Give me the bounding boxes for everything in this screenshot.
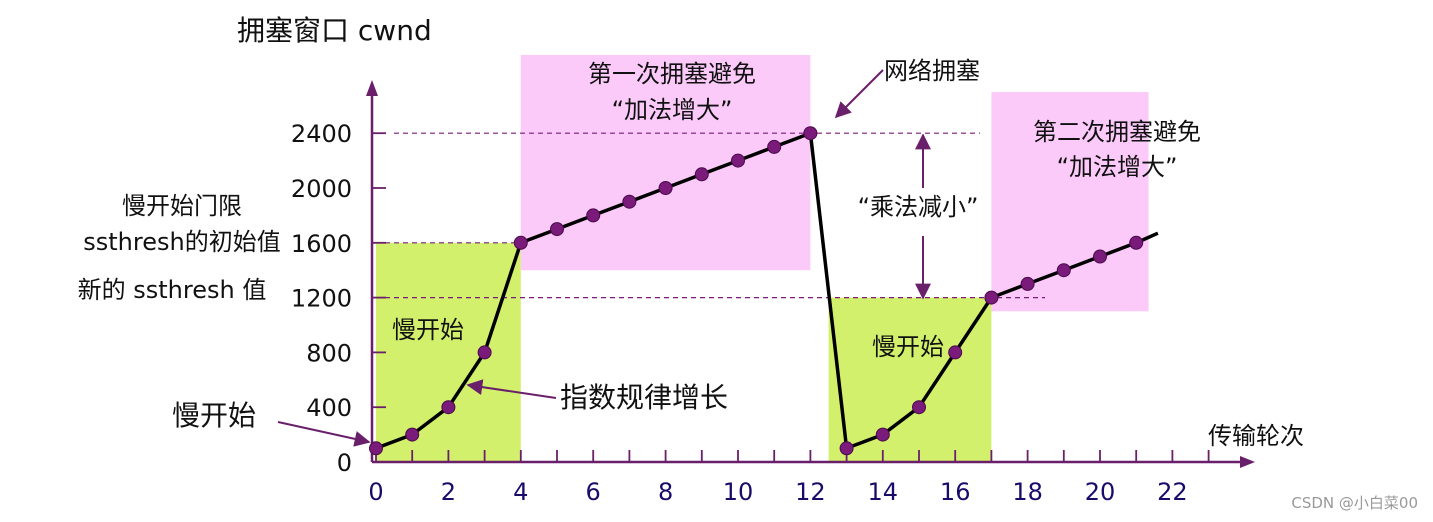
arrow-congestion — [834, 69, 884, 119]
region-label-ca2-line1: 第二次拥塞避免 — [1033, 118, 1201, 146]
data-point — [1056, 263, 1071, 278]
exponential-label: 指数规律增长 — [560, 381, 728, 414]
region-layer — [376, 55, 1149, 462]
region-4 — [991, 92, 1149, 312]
y-tick-label: 2000 — [291, 175, 352, 203]
region-label-ca1-line1: 第一次拥塞避免 — [588, 60, 756, 88]
data-point — [586, 208, 601, 223]
threshold-lines — [376, 132, 1045, 299]
y-tick-label: 2400 — [291, 120, 352, 148]
region-2 — [520, 55, 811, 271]
multiplicative-label: “乘法减小” — [858, 193, 979, 221]
axes: 0 2 4 6 8 10 12 14 16 18 20 22 0 400 800 1200 1600 2000 24… — [291, 80, 1255, 506]
arrow-slow-start-left — [277, 421, 371, 447]
region-label-ca1-line2: “加法增大” — [612, 96, 733, 124]
congestion-label: 网络拥塞 — [884, 57, 980, 85]
data-point — [948, 345, 963, 360]
data-point — [839, 441, 854, 456]
data-point — [550, 222, 564, 237]
x-tick-label: 6 — [586, 478, 601, 506]
data-point — [1093, 249, 1107, 264]
data-point — [622, 194, 637, 209]
ssthresh-initial-line1: 慢开始门限 — [122, 192, 242, 220]
data-point — [405, 427, 420, 442]
slow-start-left-label: 慢开始 — [172, 399, 256, 432]
x-tick-label: 4 — [513, 478, 528, 506]
data-point — [767, 139, 782, 154]
x-tick-label: 20 — [1085, 478, 1116, 506]
data-point — [1129, 235, 1144, 250]
x-axis-title: 传输轮次 — [1208, 422, 1304, 450]
region-3 — [828, 297, 992, 462]
arrow-exponential — [466, 379, 557, 399]
data-point — [731, 153, 745, 168]
x-axis-arrowhead — [1240, 456, 1255, 468]
watermark: CSDN @小白菜00 — [1291, 494, 1418, 512]
y-axis-title: 拥塞窗口 cwnd — [237, 14, 432, 47]
series-layer — [369, 126, 1159, 456]
y-tick-label: 800 — [306, 339, 352, 367]
data-point — [694, 167, 709, 182]
data-point — [658, 181, 673, 195]
data-point — [513, 235, 528, 250]
data-point — [803, 126, 818, 141]
x-tick-label: 0 — [368, 478, 383, 506]
y-tick-label: 400 — [306, 394, 352, 422]
annotation-arrows — [277, 69, 931, 447]
x-tick-label: 18 — [1012, 478, 1043, 506]
data-point — [875, 427, 890, 442]
data-point — [912, 400, 926, 415]
x-tick-label: 2 — [441, 478, 456, 506]
y-tick-label: 1200 — [291, 285, 352, 313]
data-point — [477, 345, 492, 360]
data-point — [1020, 276, 1035, 291]
data-point — [984, 290, 999, 305]
ssthresh-initial-line2: ssthresh的初始值 — [83, 228, 280, 256]
x-tick-label: 14 — [868, 478, 899, 506]
ssthresh-new-label: 新的 ssthresh 值 — [78, 276, 267, 304]
y-tick-label: 0 — [337, 449, 352, 477]
x-tick-label: 16 — [940, 478, 971, 506]
data-point — [441, 400, 456, 415]
x-tick-label: 10 — [723, 478, 754, 506]
region-label-ca2-line2: “加法增大” — [1057, 153, 1178, 181]
region-label-slowstart-2: 慢开始 — [872, 333, 944, 361]
x-tick-label: 12 — [795, 478, 826, 506]
data-point — [369, 441, 383, 456]
y-axis-arrowhead — [366, 80, 378, 96]
x-tick-label: 8 — [658, 478, 673, 506]
y-tick-label: 1600 — [291, 230, 352, 258]
annotation-layer: 拥塞窗口 cwnd 传输轮次 慢开始 第一次拥塞避免 “加法增大” 慢开始 第二… — [78, 14, 1418, 512]
x-tick-label: 22 — [1157, 478, 1188, 506]
region-1 — [376, 242, 521, 462]
region-label-slowstart-1: 慢开始 — [392, 316, 464, 344]
